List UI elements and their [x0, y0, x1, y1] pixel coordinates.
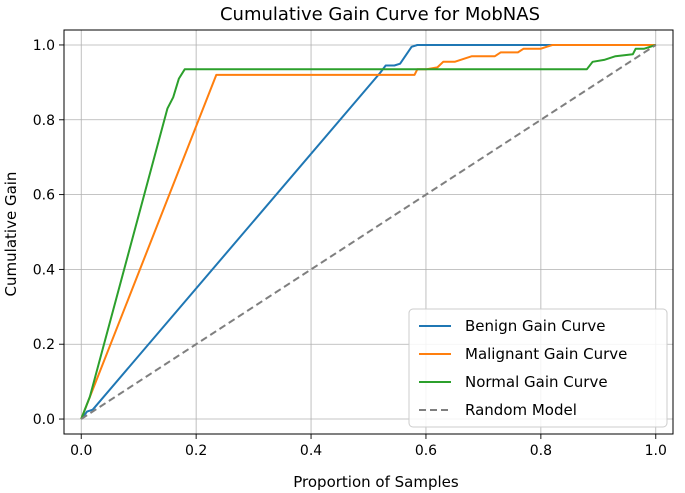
y-tick-label: 0.8 — [33, 113, 55, 129]
legend-box — [408, 308, 668, 428]
legend-label: Benign Gain Curve — [465, 317, 606, 335]
series-line-benign-gain-curve — [80, 44, 656, 420]
legend: Benign Gain Curve Malignant Gain Curve Nor… — [408, 308, 668, 428]
x-axis-label: Proportion of Samples — [293, 473, 459, 491]
y-tick-label: 1.0 — [33, 38, 55, 54]
series-line-normal-gain-curve — [80, 44, 657, 420]
y-axis-label: Cumulative Gain — [2, 172, 20, 297]
x-tick-label: 0.6 — [415, 443, 437, 459]
x-tick-label: 0.0 — [70, 443, 92, 459]
chart-title: Cumulative Gain Curve for MobNAS — [220, 4, 540, 25]
x-tick-label: 0.2 — [185, 443, 207, 459]
y-tick-label: 0.6 — [33, 188, 55, 204]
axis-ticks: 0.0 0.2 0.4 0.6 0.8 1.0 0.0 0.2 0.4 0.6 0.8 1.0 — [33, 38, 667, 459]
x-tick-label: 0.8 — [530, 443, 552, 459]
x-tick-label: 1.0 — [645, 443, 667, 459]
legend-label: Malignant Gain Curve — [465, 345, 627, 363]
series-line-random-model — [80, 44, 657, 420]
y-tick-label: 0.4 — [33, 262, 55, 278]
y-tick-label: 0.0 — [33, 412, 55, 428]
series-layer — [80, 44, 657, 420]
legend-label: Random Model — [465, 401, 577, 419]
x-tick-label: 0.4 — [300, 443, 322, 459]
legend-label: Normal Gain Curve — [465, 373, 608, 391]
grid — [64, 30, 673, 434]
y-tick-label: 0.2 — [33, 337, 55, 353]
plot-frame — [63, 29, 674, 435]
